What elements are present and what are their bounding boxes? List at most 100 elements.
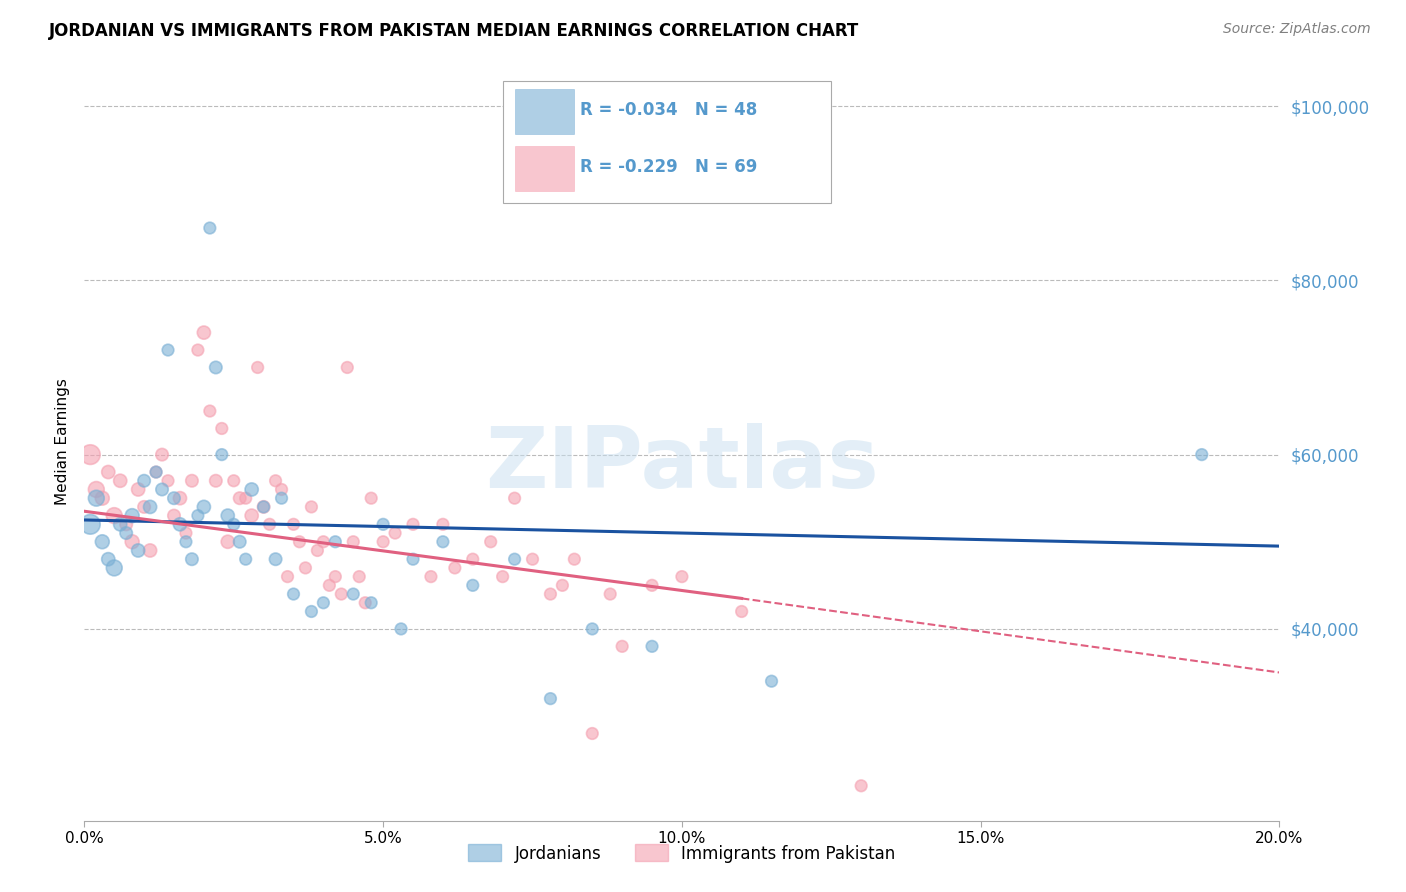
Point <box>360 596 382 610</box>
Point <box>325 569 347 583</box>
Point <box>540 691 562 706</box>
Point <box>97 465 120 479</box>
Point <box>205 360 228 375</box>
Point <box>181 474 204 488</box>
Legend: Jordanians, Immigrants from Pakistan: Jordanians, Immigrants from Pakistan <box>461 838 903 869</box>
Point <box>97 552 120 566</box>
Point <box>503 552 526 566</box>
Y-axis label: Median Earnings: Median Earnings <box>55 378 70 505</box>
Point <box>240 483 263 497</box>
FancyBboxPatch shape <box>515 145 575 191</box>
Text: ZIPatlas: ZIPatlas <box>485 423 879 506</box>
Point <box>235 552 257 566</box>
Point <box>217 508 239 523</box>
Text: JORDANIAN VS IMMIGRANTS FROM PAKISTAN MEDIAN EARNINGS CORRELATION CHART: JORDANIAN VS IMMIGRANTS FROM PAKISTAN ME… <box>49 22 859 40</box>
Point <box>187 343 209 357</box>
Point <box>373 517 395 532</box>
Point <box>253 500 276 514</box>
Point <box>270 483 292 497</box>
Point <box>169 491 191 506</box>
Point <box>181 552 204 566</box>
Point <box>132 474 156 488</box>
Point <box>163 491 186 506</box>
Point <box>307 543 329 558</box>
Point <box>174 534 197 549</box>
Point <box>187 508 209 523</box>
Point <box>384 526 406 541</box>
Point <box>342 534 364 549</box>
Point <box>240 508 263 523</box>
Point <box>91 534 114 549</box>
Point <box>198 404 221 418</box>
Point <box>115 526 138 541</box>
Point <box>522 552 544 566</box>
Point <box>312 534 335 549</box>
Point <box>731 605 754 619</box>
Point <box>211 448 233 462</box>
Point <box>444 561 467 575</box>
Point <box>79 517 101 532</box>
Point <box>163 508 186 523</box>
Point <box>103 508 125 523</box>
Point <box>115 517 138 532</box>
Point <box>86 491 108 506</box>
Point <box>420 569 443 583</box>
Point <box>318 578 340 592</box>
Point <box>193 500 215 514</box>
Point <box>389 622 412 636</box>
Point <box>503 491 526 506</box>
Point <box>91 491 114 506</box>
Point <box>132 500 156 514</box>
Point <box>294 561 316 575</box>
Point <box>150 448 173 462</box>
Point <box>198 221 221 235</box>
Point <box>157 474 180 488</box>
Point <box>157 343 180 357</box>
Point <box>228 534 252 549</box>
Point <box>336 360 359 375</box>
Point <box>330 587 353 601</box>
Point <box>222 474 245 488</box>
Point <box>461 552 484 566</box>
Point <box>301 500 323 514</box>
Point <box>432 517 454 532</box>
Point <box>121 508 143 523</box>
Point <box>217 534 239 549</box>
Point <box>193 326 215 340</box>
Point <box>86 483 108 497</box>
Point <box>205 474 228 488</box>
Point <box>402 552 425 566</box>
Point <box>264 552 287 566</box>
Point <box>312 596 335 610</box>
Point <box>110 517 132 532</box>
Point <box>581 726 603 740</box>
Text: Source: ZipAtlas.com: Source: ZipAtlas.com <box>1223 22 1371 37</box>
Point <box>253 500 276 514</box>
Point <box>671 569 693 583</box>
Point <box>270 491 292 506</box>
Point <box>259 517 281 532</box>
Point <box>288 534 311 549</box>
Point <box>581 622 603 636</box>
Point <box>145 465 167 479</box>
Point <box>342 587 364 601</box>
Point <box>349 569 371 583</box>
Point <box>564 552 586 566</box>
Point <box>402 517 425 532</box>
Text: R = -0.034   N = 48: R = -0.034 N = 48 <box>581 101 758 120</box>
Point <box>761 674 783 689</box>
Point <box>139 500 162 514</box>
Point <box>479 534 502 549</box>
Point <box>432 534 454 549</box>
Point <box>150 483 173 497</box>
Point <box>145 465 167 479</box>
Point <box>641 640 664 654</box>
Point <box>551 578 574 592</box>
Point <box>121 534 143 549</box>
Point <box>139 543 162 558</box>
Point <box>110 474 132 488</box>
Point <box>612 640 634 654</box>
Point <box>283 517 305 532</box>
Point <box>169 517 191 532</box>
Point <box>373 534 395 549</box>
